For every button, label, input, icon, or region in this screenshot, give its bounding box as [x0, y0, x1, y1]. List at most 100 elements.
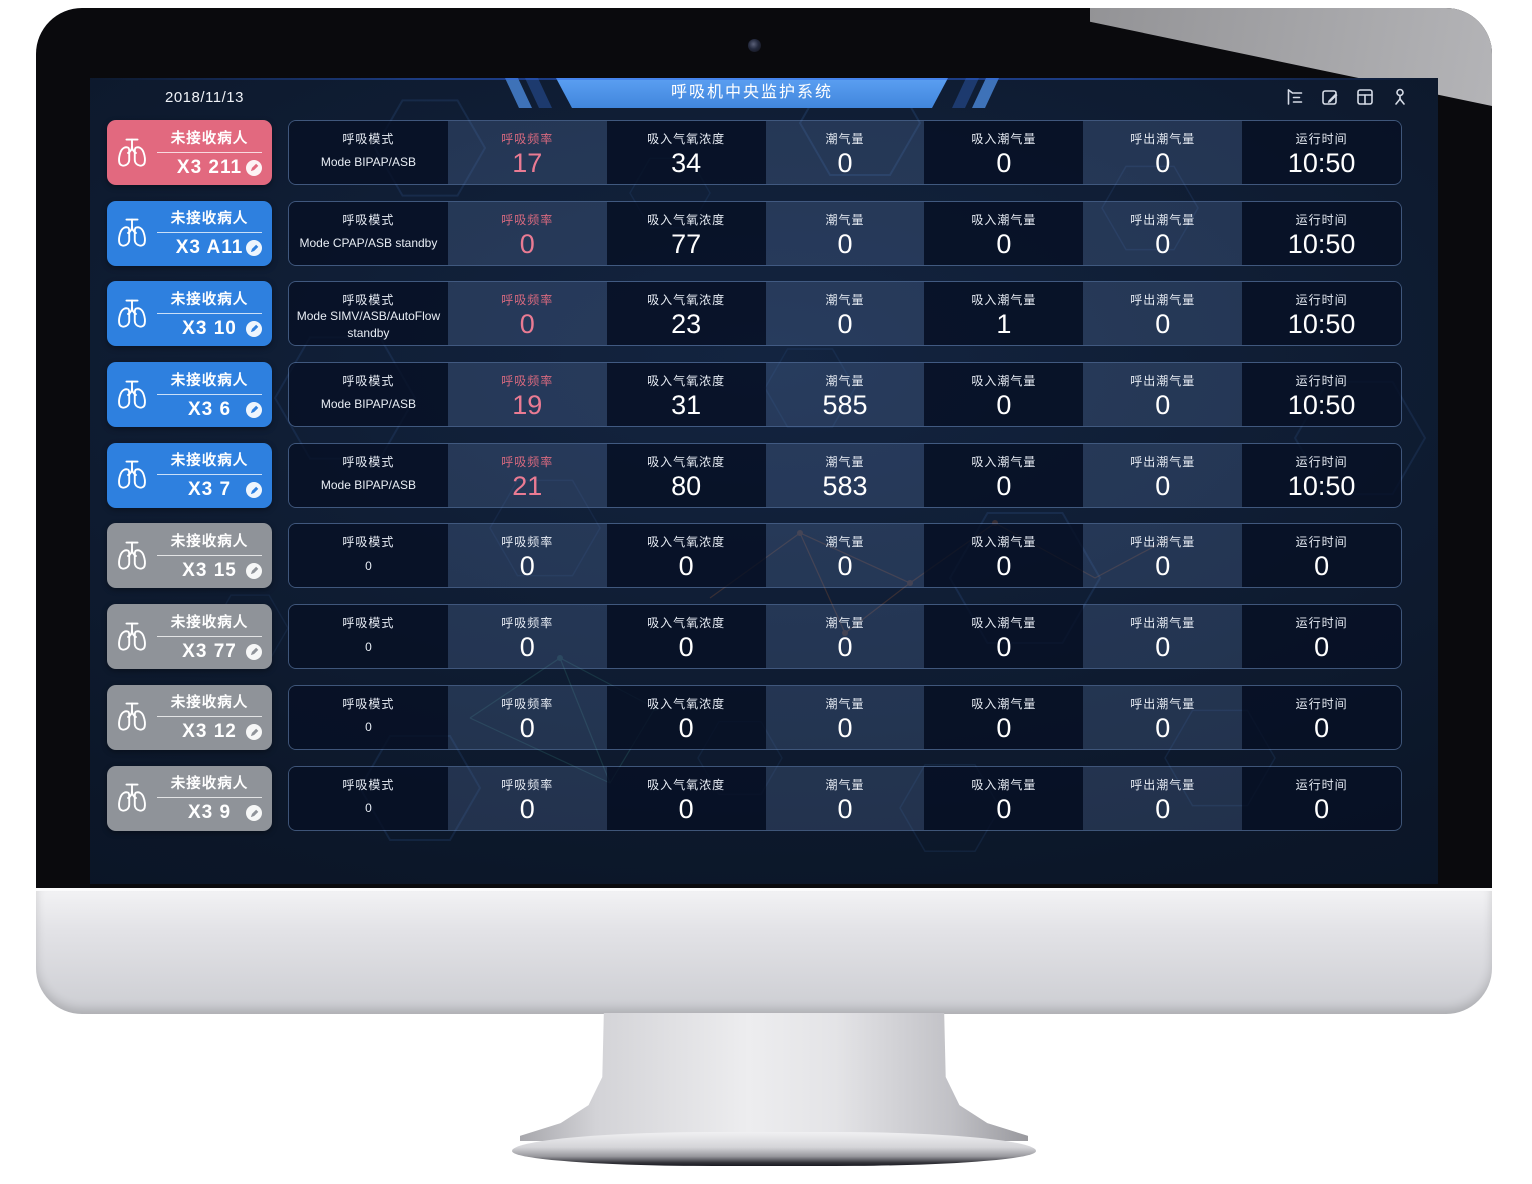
column-label-mode: 呼吸模式: [342, 616, 395, 631]
cell-value-vti: 0: [996, 793, 1012, 824]
cell-value-fio2: 80: [671, 470, 702, 501]
column-label-vte: 呼出潮气量: [1130, 293, 1196, 308]
cell-vte: 呼出潮气量 0: [1083, 605, 1243, 669]
column-label-vte: 呼出潮气量: [1130, 616, 1196, 631]
cell-value-rr: 19: [512, 390, 543, 421]
cell-value-vti: 0: [996, 148, 1012, 178]
patient-card-x3-9[interactable]: 未接收病人 X3 9: [107, 765, 272, 831]
cell-vti: 吸入潮气量 0: [924, 524, 1084, 588]
card-divider: [157, 393, 262, 395]
cell-value-mode: Mode BIPAP/ASB: [320, 478, 416, 493]
column-label-vti: 吸入潮气量: [971, 616, 1037, 631]
monitor-stand-neck: [520, 1013, 1028, 1141]
edit-badge-icon[interactable]: [246, 643, 262, 660]
edit-note-icon[interactable]: [1320, 87, 1340, 107]
menu-collapse-icon[interactable]: [1285, 87, 1305, 107]
patient-status-label: 未接收病人: [170, 776, 249, 792]
device-id-row: X3 211: [157, 157, 262, 179]
patient-card-x3-12[interactable]: 未接收病人 X3 12: [107, 684, 272, 750]
cell-vt: 潮气量 0: [765, 121, 925, 184]
patient-status-label: 未接收病人: [170, 614, 249, 631]
cell-mode: 呼吸模式 Mode SIMV/ASB/AutoFlow standby: [289, 282, 448, 346]
cell-value-rr: 0: [519, 712, 535, 743]
edit-badge-icon[interactable]: [246, 320, 262, 337]
cell-value-runtime: 0: [1314, 793, 1330, 824]
column-label-fio2: 吸入气氧浓度: [647, 535, 726, 550]
cell-vti: 吸入潮气量 1: [924, 282, 1084, 346]
cell-vte: 呼出潮气量 0: [1083, 201, 1243, 265]
edit-badge-icon[interactable]: [246, 482, 262, 499]
patient-card-x3-6[interactable]: 未接收病人 X3 6: [107, 362, 272, 428]
patient-row: 未接收病人 X3 12 呼吸模式 0 呼吸频率 0 吸入气氧浓度 0 潮气量 0 吸入潮气量 0 呼…: [107, 684, 1402, 750]
cell-value-vti: 0: [996, 228, 1012, 259]
patient-card-x3-7[interactable]: 未接收病人 X3 7: [107, 442, 272, 508]
cell-vt: 潮气量 0: [765, 605, 925, 669]
column-label-vt: 潮气量: [825, 535, 865, 550]
device-id-row: X3 6: [157, 399, 262, 421]
patient-row: 未接收病人 X3 A11 呼吸模式 Mode CPAP/ASB standby 呼吸…: [107, 200, 1402, 266]
cell-runtime: 运行时间 10:50: [1242, 201, 1401, 265]
column-label-vte: 呼出潮气量: [1130, 777, 1196, 792]
cell-fio2: 吸入气氧浓度 77: [606, 201, 766, 265]
column-label-vti: 吸入潮气量: [971, 777, 1037, 792]
patient-card-x3-77[interactable]: 未接收病人 X3 77: [107, 604, 272, 670]
user-icon[interactable]: [1390, 87, 1410, 107]
cell-vt: 潮气量 585: [765, 363, 925, 427]
column-label-rr: 呼吸频率: [501, 696, 554, 711]
column-label-fio2: 吸入气氧浓度: [647, 696, 726, 711]
cell-mode: 呼吸模式 Mode CPAP/ASB standby: [289, 201, 448, 265]
column-label-vti: 吸入潮气量: [971, 132, 1037, 146]
patient-status-label: 未接收病人: [170, 130, 249, 147]
cell-value-vte: 0: [1155, 148, 1171, 178]
column-label-runtime: 运行时间: [1295, 132, 1348, 146]
column-label-vt: 潮气量: [825, 132, 865, 146]
patient-card-x3-211[interactable]: 未接收病人 X3 211: [107, 120, 272, 185]
date-label: 2018/11/13: [165, 89, 244, 106]
device-id-row: X3 12: [157, 721, 262, 743]
edit-badge-icon[interactable]: [246, 240, 262, 257]
device-id-label: X3 A11: [175, 237, 244, 259]
lungs-icon: [107, 779, 157, 817]
patient-card-text: 未接收病人 X3 12: [157, 691, 272, 743]
column-label-mode: 呼吸模式: [342, 212, 395, 227]
column-label-rr: 呼吸频率: [501, 454, 554, 469]
column-label-vt: 潮气量: [825, 293, 865, 308]
column-label-vte: 呼出潮气量: [1130, 212, 1196, 227]
column-label-runtime: 运行时间: [1295, 212, 1348, 227]
screen: 2018/11/13 呼吸机中央监护系统: [90, 78, 1438, 884]
column-label-vt: 潮气量: [825, 696, 865, 711]
cell-rr: 呼吸频率 0: [447, 524, 607, 588]
cell-rr: 呼吸频率 0: [447, 282, 607, 346]
patient-card-x3-15[interactable]: 未接收病人 X3 15: [107, 523, 272, 589]
data-row: 呼吸模式 0 呼吸频率 0 吸入气氧浓度 0 潮气量 0 吸入潮气量 0 呼出潮气量 0 运行时间 0: [288, 684, 1402, 750]
cell-rr: 呼吸频率 0: [447, 685, 607, 749]
patient-card-text: 未接收病人 X3 211: [157, 127, 272, 179]
cell-value-fio2: 0: [678, 632, 694, 663]
cell-value-vt: 0: [837, 793, 853, 824]
cell-value-runtime: 10:50: [1287, 228, 1356, 259]
patient-card-text: 未接收病人 X3 7: [157, 449, 272, 501]
card-divider: [157, 797, 262, 798]
cell-runtime: 运行时间 10:50: [1242, 363, 1401, 427]
edit-badge-icon[interactable]: [246, 401, 262, 418]
column-label-fio2: 吸入气氧浓度: [647, 777, 726, 792]
cell-rr: 呼吸频率 0: [447, 605, 607, 669]
column-label-fio2: 吸入气氧浓度: [647, 374, 726, 389]
patient-card-x3-10[interactable]: 未接收病人 X3 10: [107, 281, 272, 347]
cell-value-fio2: 23: [671, 309, 702, 340]
layout-panels-icon[interactable]: [1355, 87, 1375, 107]
column-label-mode: 呼吸模式: [342, 374, 395, 389]
patient-card-x3-a11[interactable]: 未接收病人 X3 A11: [107, 200, 272, 266]
lungs-icon: [107, 376, 157, 414]
patient-rows: 未接收病人 X3 211 呼吸模式 Mode BIPAP/ASB 呼吸频率 17 吸入气…: [107, 120, 1402, 846]
device-id-row: X3 15: [157, 560, 262, 582]
edit-badge-icon[interactable]: [246, 159, 262, 176]
column-label-runtime: 运行时间: [1295, 293, 1348, 308]
column-label-fio2: 吸入气氧浓度: [647, 212, 726, 227]
cell-value-mode: Mode BIPAP/ASB: [320, 397, 416, 412]
patient-row: 未接收病人 X3 211 呼吸模式 Mode BIPAP/ASB 呼吸频率 17 吸入气…: [107, 120, 1402, 185]
edit-badge-icon[interactable]: [246, 562, 262, 579]
edit-badge-icon[interactable]: [246, 805, 262, 821]
edit-badge-icon[interactable]: [246, 724, 262, 741]
column-label-rr: 呼吸频率: [501, 293, 554, 308]
